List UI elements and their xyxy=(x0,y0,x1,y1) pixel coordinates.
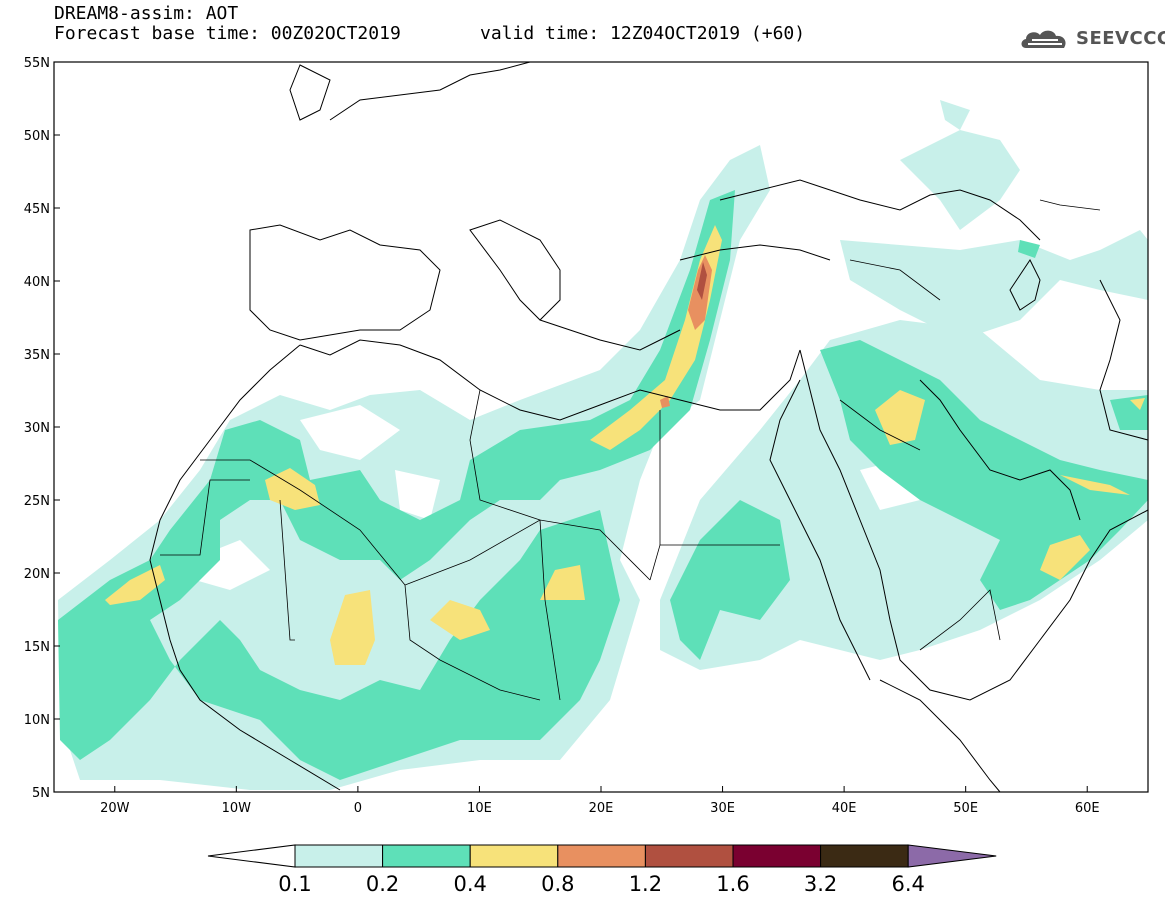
colorbar-label: 1.6 xyxy=(716,872,749,896)
colorbar-segment xyxy=(294,844,384,868)
colorbar-min-arrow xyxy=(207,844,296,868)
lon-label: 20E xyxy=(589,801,614,816)
colorbar-label: 0.1 xyxy=(278,872,311,896)
lat-label: 10N xyxy=(24,713,50,728)
lon-label: 50E xyxy=(953,801,978,816)
colorbar-segment xyxy=(557,844,646,868)
lat-label: 35N xyxy=(24,348,50,363)
longitude-axis: 20W 10W 0 10E 20E 30E 40E 50E 60E xyxy=(100,786,1100,816)
lon-label: 40E xyxy=(832,801,857,816)
lat-label: 30N xyxy=(24,421,50,436)
lon-label: 0 xyxy=(354,801,362,816)
coastlines xyxy=(149,61,1149,793)
lon-label: 10W xyxy=(222,801,252,816)
lat-label: 20N xyxy=(24,567,50,582)
lon-label: 10E xyxy=(467,801,492,816)
colorbar-label: 0.8 xyxy=(541,872,574,896)
colorbar: 0.1 0.2 0.4 0.8 1.2 1.6 3.2 6.4 xyxy=(207,844,997,896)
country-borders xyxy=(160,199,1101,701)
cloud-icon xyxy=(1021,30,1066,48)
lat-label: 25N xyxy=(24,494,50,509)
lon-label: 20W xyxy=(100,801,130,816)
colorbar-label: 0.4 xyxy=(453,872,486,896)
colorbar-label: 6.4 xyxy=(891,872,924,896)
lon-label: 30E xyxy=(710,801,735,816)
aot-band-0.4 xyxy=(105,225,1145,665)
latitude-axis: 55N 50N 45N 40N 35N 30N 25N 20N 15N 10N 5N xyxy=(24,56,60,801)
colorbar-segment xyxy=(644,844,734,868)
colorbar-label: 1.2 xyxy=(629,872,662,896)
lat-label: 50N xyxy=(24,129,50,144)
colorbar-max-arrow xyxy=(907,844,997,868)
seevccc-logo: SEEVCCC xyxy=(1018,26,1165,54)
colorbar-segment xyxy=(382,844,471,868)
aot-fields xyxy=(58,100,1148,790)
valid-time: valid time: 12Z04OCT2019 (+60) xyxy=(480,23,806,44)
colorbar-segment xyxy=(469,844,559,868)
lat-label: 15N xyxy=(24,640,50,655)
colorbar-label: 0.2 xyxy=(366,872,399,896)
lat-label: 45N xyxy=(24,202,50,217)
lat-label: 40N xyxy=(24,275,50,290)
lat-label: 5N xyxy=(32,786,50,801)
forecast-base-time: Forecast base time: 00Z02OCT2019 xyxy=(54,23,401,44)
colorbar-label: 3.2 xyxy=(804,872,837,896)
colorbar-segment xyxy=(820,844,909,868)
aot-band-0.8 xyxy=(660,255,712,408)
map-title: DREAM8-assim: AOT xyxy=(54,3,239,24)
colorbar-segment xyxy=(732,844,822,868)
lat-label: 55N xyxy=(24,56,50,71)
logo-text: SEEVCCC xyxy=(1076,28,1165,49)
lon-label: 60E xyxy=(1075,801,1100,816)
